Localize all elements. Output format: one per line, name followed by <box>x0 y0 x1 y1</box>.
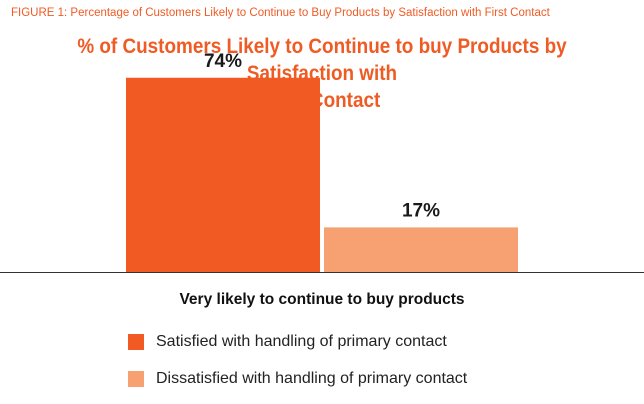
data-label-satisfied: 74% <box>204 51 242 72</box>
legend-swatch-dissatisfied <box>128 371 144 387</box>
legend-label-satisfied: Satisfied with handling of primary conta… <box>156 333 447 350</box>
legend-item-satisfied: Satisfied with handling of primary conta… <box>128 330 467 354</box>
bar-dissatisfied <box>324 227 518 272</box>
legend-item-dissatisfied: Dissatisfied with handling of primary co… <box>128 367 467 391</box>
data-label-dissatisfied: 17% <box>402 200 440 221</box>
legend-label-dissatisfied: Dissatisfied with handling of primary co… <box>156 370 468 387</box>
figure-caption: FIGURE 1: Percentage of Customers Likely… <box>11 7 550 19</box>
legend: Satisfied with handling of primary conta… <box>128 330 467 404</box>
legend-swatch-satisfied <box>128 334 144 350</box>
x-axis-label: Very likely to continue to buy products <box>179 291 465 308</box>
bar-satisfied <box>126 77 320 272</box>
